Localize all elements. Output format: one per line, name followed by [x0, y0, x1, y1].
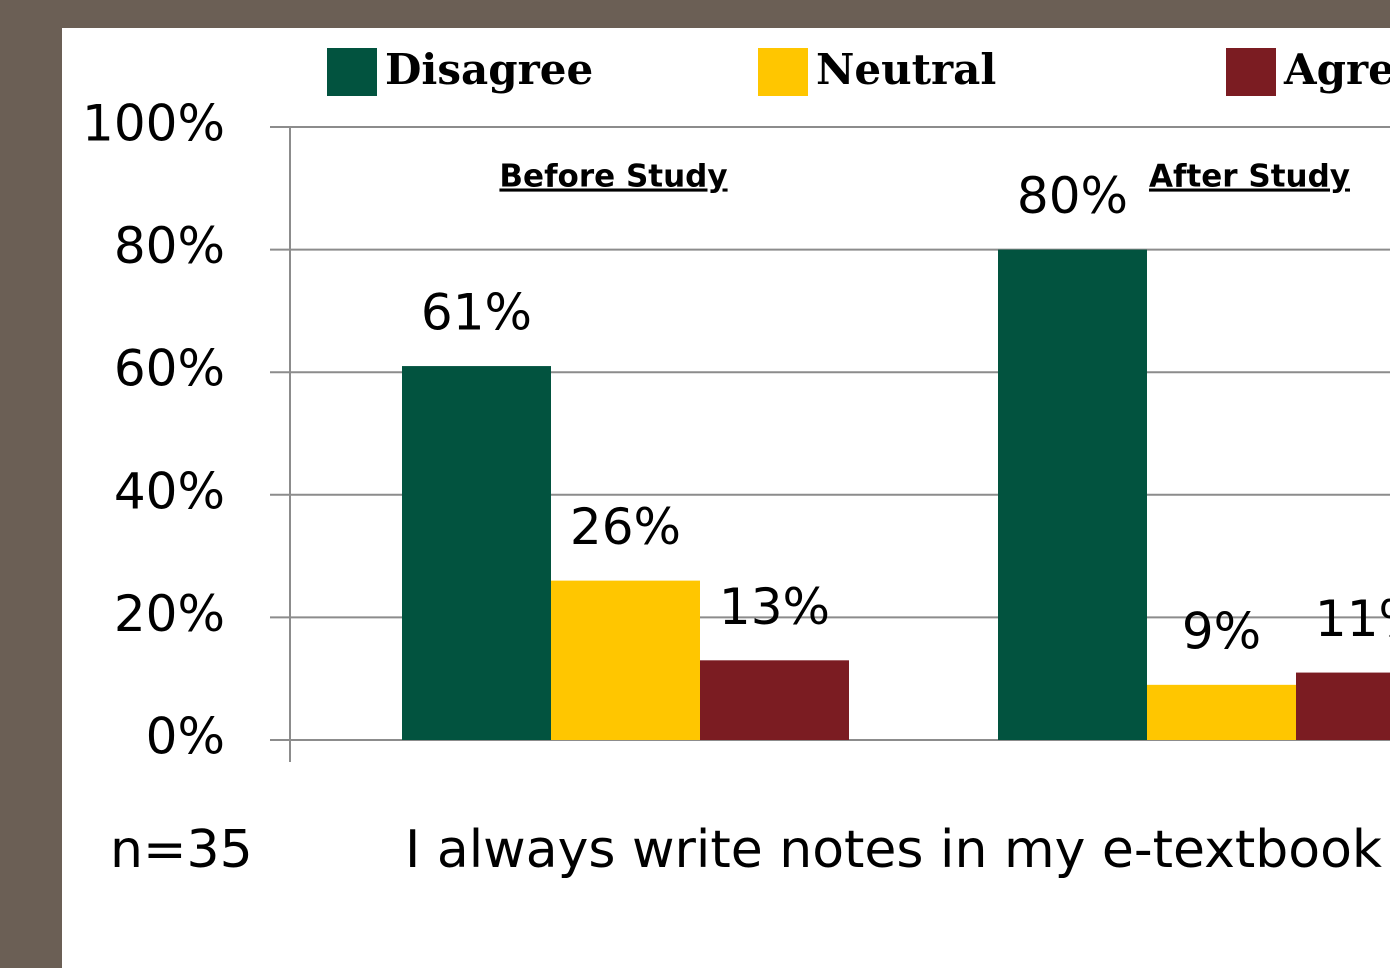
legend-label: Neutral [816, 45, 996, 94]
data-label: 9% [1182, 602, 1261, 660]
legend-label: Agree [1283, 45, 1390, 94]
bar [551, 580, 700, 740]
bar [1296, 672, 1390, 740]
bar [998, 249, 1147, 740]
y-tick-label: 40% [114, 462, 225, 520]
legend-swatch [758, 48, 808, 96]
bar [402, 366, 551, 740]
y-tick-label: 80% [114, 217, 225, 275]
y-tick-label: 20% [114, 585, 225, 643]
data-label: 11% [1315, 590, 1390, 648]
y-tick-label: 100% [82, 95, 225, 153]
annotation: n=35 [110, 820, 253, 880]
data-label: 26% [570, 498, 681, 556]
data-label: 13% [719, 578, 830, 636]
data-label: 80% [1017, 167, 1128, 225]
x-axis-label: I always write notes in my e-textbook [405, 820, 1382, 880]
y-tick-label: 0% [146, 708, 225, 766]
data-label: 61% [421, 284, 532, 342]
y-tick-label: 60% [114, 340, 225, 398]
group-label: Before Study [499, 159, 727, 195]
legend-swatch [327, 48, 377, 96]
plot-background [62, 28, 1390, 968]
legend-swatch [1226, 48, 1276, 96]
legend-label: Disagree [385, 45, 593, 94]
bar [700, 660, 849, 740]
group-label: After Study [1149, 159, 1350, 195]
bar [1147, 684, 1296, 740]
